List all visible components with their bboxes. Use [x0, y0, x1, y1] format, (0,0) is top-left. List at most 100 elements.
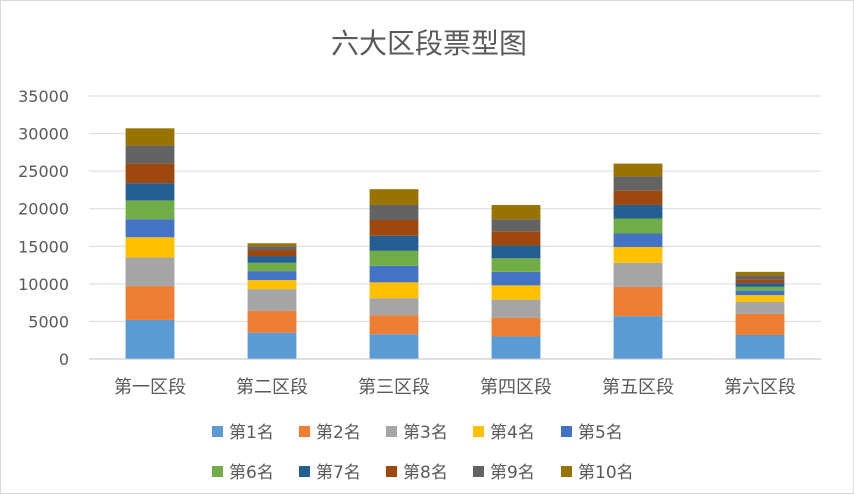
- bar-segment-3-3: [369, 298, 419, 316]
- legend-label: 第7名: [316, 463, 361, 483]
- bar-segment-6-4: [735, 295, 785, 302]
- bar-segment-3-9: [369, 204, 419, 220]
- chart-title: 六大区段票型图: [331, 27, 527, 60]
- bar-segment-1-10: [125, 128, 175, 146]
- bar-segment-4-6: [491, 258, 541, 272]
- bar-segment-4-10: [491, 204, 541, 220]
- bar-segment-1-1: [125, 319, 175, 359]
- bar-segment-3-5: [369, 265, 419, 283]
- legend-label: 第6名: [229, 463, 274, 483]
- bar-segment-6-9: [735, 275, 785, 280]
- bar-segment-2-7: [247, 256, 297, 263]
- bar-segment-1-4: [125, 237, 175, 258]
- y-tick-label: 20000: [18, 200, 69, 219]
- bar-segment-4-3: [491, 299, 541, 318]
- legend-label: 第8名: [403, 463, 448, 483]
- bar-segment-5-8: [613, 190, 663, 205]
- legend-label: 第10名: [578, 463, 634, 483]
- legend-label: 第5名: [578, 423, 623, 443]
- bar-segment-4-9: [491, 219, 541, 232]
- legend-label: 第1名: [229, 423, 274, 443]
- bar-segment-3-1: [369, 334, 419, 359]
- bar-segment-2-9: [247, 246, 297, 251]
- bar-segment-5-9: [613, 176, 663, 191]
- bar-segment-1-7: [125, 183, 175, 201]
- bar-segment-3-7: [369, 235, 419, 251]
- bar-segment-3-6: [369, 250, 419, 266]
- bar-segment-4-1: [491, 336, 541, 359]
- bar-segment-1-9: [125, 145, 175, 164]
- bar-segment-2-4: [247, 280, 297, 290]
- bar-segment-6-10: [735, 271, 785, 276]
- bar-segment-2-10: [247, 243, 297, 247]
- y-tick-label: 35000: [18, 87, 69, 106]
- x-category-label: 第五区段: [602, 377, 674, 398]
- legend-label: 第9名: [490, 463, 535, 483]
- y-tick-label: 15000: [18, 237, 69, 256]
- legend-swatch: [299, 426, 310, 437]
- bars: [125, 128, 785, 359]
- bar-segment-2-5: [247, 271, 297, 281]
- x-category-label: 第六区段: [724, 377, 796, 398]
- bar-segment-3-8: [369, 219, 419, 236]
- bar-segment-2-1: [247, 332, 297, 359]
- legend-swatch: [212, 426, 223, 437]
- y-tick-label: 0: [59, 350, 69, 369]
- bar-segment-4-2: [491, 317, 541, 337]
- bar-segment-6-1: [735, 334, 785, 359]
- bar-segment-1-8: [125, 163, 175, 184]
- bar-segment-4-5: [491, 271, 541, 286]
- bar-segment-5-10: [613, 163, 663, 177]
- legend-swatch: [561, 466, 572, 477]
- bar-segment-6-7: [735, 283, 785, 287]
- bar-segment-5-6: [613, 218, 663, 234]
- bar-segment-5-3: [613, 262, 663, 287]
- bar-segment-4-8: [491, 231, 541, 246]
- bar-segment-6-3: [735, 301, 785, 314]
- y-axis-tick-labels: 0 5000 10000 15000 20000 25000 30000 35000: [18, 87, 69, 369]
- bar-segment-2-3: [247, 289, 297, 311]
- bar-segment-5-2: [613, 286, 663, 317]
- legend-swatch: [386, 426, 397, 437]
- bar-segment-3-4: [369, 282, 419, 299]
- bar-segment-6-6: [735, 286, 785, 291]
- bar-segment-1-5: [125, 219, 175, 238]
- x-category-label: 第一区段: [114, 377, 186, 398]
- bar-segment-3-2: [369, 315, 419, 335]
- legend-swatch: [561, 426, 572, 437]
- y-tick-label: 10000: [18, 275, 69, 294]
- bar-segment-1-2: [125, 286, 175, 320]
- legend-swatch: [386, 466, 397, 477]
- legend-label: 第4名: [490, 423, 535, 443]
- bar-segment-2-8: [247, 250, 297, 257]
- legend-label: 第2名: [316, 423, 361, 443]
- bar-segment-2-2: [247, 310, 297, 333]
- x-category-label: 第三区段: [358, 377, 430, 398]
- x-category-label: 第二区段: [236, 377, 308, 398]
- bar-segment-5-5: [613, 233, 663, 248]
- bar-segment-5-1: [613, 316, 663, 359]
- x-category-label: 第四区段: [480, 377, 552, 398]
- bar-segment-3-10: [369, 189, 419, 205]
- y-tick-label: 5000: [28, 312, 69, 331]
- bar-segment-5-7: [613, 204, 663, 219]
- bar-segment-4-4: [491, 285, 541, 300]
- y-tick-label: 30000: [18, 125, 69, 144]
- bar-segment-4-7: [491, 245, 541, 259]
- bar-segment-5-4: [613, 247, 663, 263]
- gridlines: [89, 95, 821, 322]
- bar-segment-6-5: [735, 290, 785, 296]
- bar-segment-6-2: [735, 313, 785, 335]
- y-tick-label: 25000: [18, 162, 69, 181]
- bar-segment-1-3: [125, 257, 175, 287]
- legend-label: 第3名: [403, 423, 448, 443]
- legend-swatch: [299, 466, 310, 477]
- bar-segment-2-6: [247, 262, 297, 272]
- bar-segment-1-6: [125, 200, 175, 220]
- legend-swatch: [473, 426, 484, 437]
- legend-swatch: [212, 466, 223, 477]
- legend-swatch: [473, 466, 484, 477]
